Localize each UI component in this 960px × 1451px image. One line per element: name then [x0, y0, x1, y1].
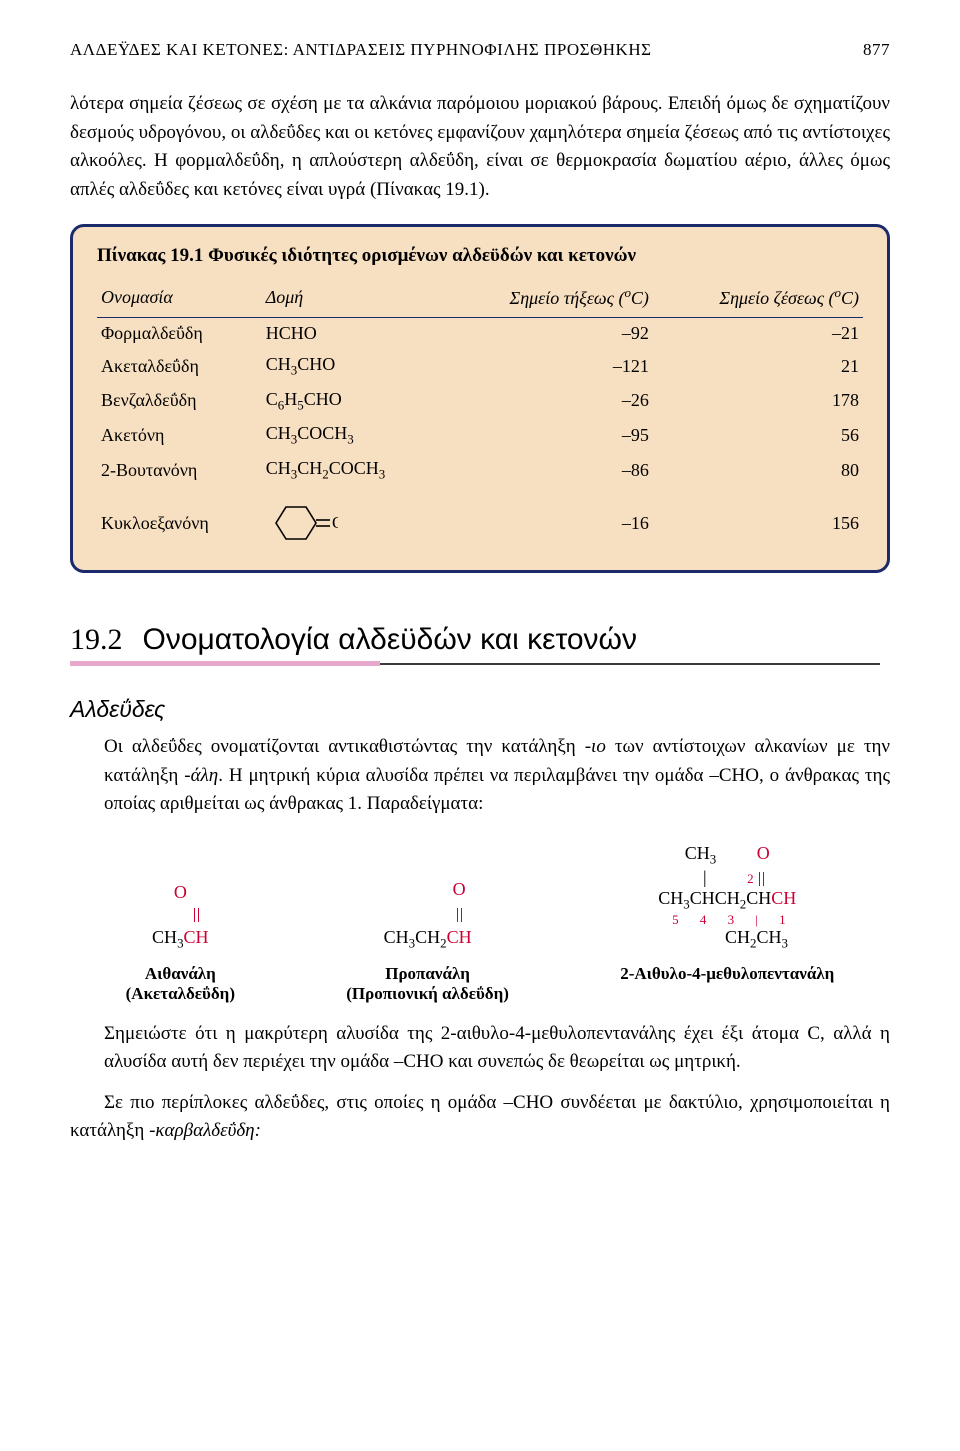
- properties-table: Ονομασία Δομή Σημείο τήξεως (oC) Σημείο …: [97, 279, 863, 550]
- table-title: Πίνακας 19.1 Φυσικές ιδιότητες ορισμένων…: [97, 245, 863, 267]
- paragraph-note: Σημειώστε ότι η μακρύτερη αλυσίδα της 2-…: [104, 1020, 890, 1077]
- table-row: Φορμαλδεΰδη HCHO –92 –21: [97, 318, 863, 350]
- table-row: Ακεταλδεΰδη CH3CHO –121 21: [97, 349, 863, 384]
- subheading-aldehydes: Αλδεΰδες: [70, 696, 890, 723]
- cyclohexanone-icon: O: [266, 501, 338, 545]
- table-row: Κυκλοεξανόνη O –16 156: [97, 487, 863, 550]
- page-number: 877: [863, 40, 890, 60]
- section-title: Ονοματολογία αλδεϋδών και κετονών: [143, 623, 637, 656]
- table-row: Βενζαλδεΰδη C6H5CHO –26 178: [97, 384, 863, 419]
- th-name: Ονομασία: [97, 279, 262, 318]
- structure-2ethyl4methylpentanal: CH3 O | 2 CH3CHCH2CHCH 5 4 3 | 1 CH2CH3 …: [620, 843, 834, 1004]
- paragraph-naming: Οι αλδεΰδες ονοματίζονται αντικαθιστώντα…: [104, 733, 890, 819]
- section-heading: 19.2 Ονοματολογία αλδεϋδών και κετονών: [70, 623, 890, 657]
- svg-text:O: O: [332, 513, 338, 532]
- structure-propanal: CH3CH2O CH3CH2 CH3CH2CH Προπανάλη (Προπι…: [346, 879, 509, 1004]
- th-bp: Σημείο ζέσεως (oC): [653, 279, 863, 318]
- paragraph-intro: λότερα σημεία ζέσεως σε σχέση με τα αλκά…: [70, 90, 890, 204]
- table-row: 2-Βουτανόνη CH3CH2COCH3 –86 80: [97, 453, 863, 488]
- page-header: ΑΛΔΕΫΔΕΣ ΚΑΙ ΚΕΤΟΝΕΣ: ΑΝΤΙΔΡΑΣΕΙΣ ΠΥΡΗΝΟ…: [70, 40, 890, 60]
- section-rule: [70, 661, 890, 666]
- th-mp: Σημείο τήξεως (oC): [443, 279, 653, 318]
- structure-ethanal: O CH3 CH3CH Αιθανάλη (Ακεταλδεΰδη): [126, 882, 235, 1004]
- table-19-1: Πίνακας 19.1 Φυσικές ιδιότητες ορισμένων…: [70, 224, 890, 573]
- table-row: Ακετόνη CH3COCH3 –95 56: [97, 418, 863, 453]
- structures-row: O CH3 CH3CH Αιθανάλη (Ακεταλδεΰδη) CH3CH…: [70, 843, 890, 1004]
- header-title: ΑΛΔΕΫΔΕΣ ΚΑΙ ΚΕΤΟΝΕΣ: ΑΝΤΙΔΡΑΣΕΙΣ ΠΥΡΗΝΟ…: [70, 40, 652, 59]
- section-number: 19.2: [70, 623, 123, 656]
- th-formula: Δομή: [262, 279, 443, 318]
- paragraph-ring: Σε πιο περίπλοκες αλδεΰδες, στις οποίες …: [70, 1089, 890, 1146]
